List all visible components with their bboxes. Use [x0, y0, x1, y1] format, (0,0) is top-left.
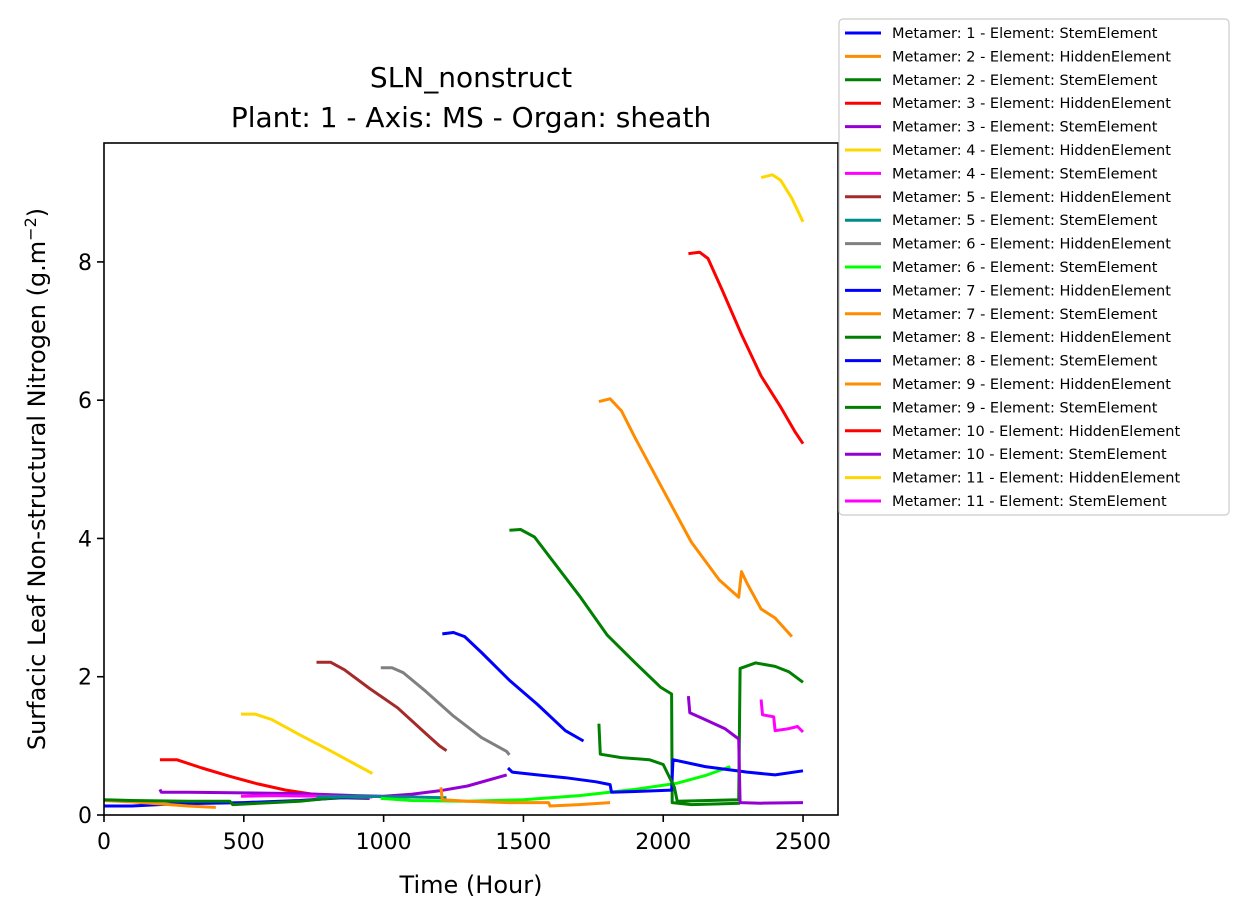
legend-label: Metamer: 3 - Element: HiddenElement: [892, 96, 1171, 112]
x-tick-label: 1500: [495, 830, 551, 855]
series-line-16: [598, 397, 794, 638]
legend-box: [838, 18, 1230, 516]
series-line-13: [439, 787, 611, 808]
series-line-9: [316, 794, 447, 800]
legend-label: Metamer: 9 - Element: StemElement: [892, 400, 1158, 416]
series-line-17: [597, 661, 804, 803]
legend-label: Metamer: 1 - Element: StemElement: [892, 26, 1158, 42]
plot-frame: [103, 142, 839, 816]
y-tick-label: 0: [78, 804, 92, 829]
y-tick-label: 2: [78, 666, 92, 691]
legend-label: Metamer: 10 - Element: StemElement: [892, 447, 1167, 463]
legend-label: Metamer: 11 - Element: StemElement: [892, 494, 1167, 510]
legend: Metamer: 1 - Element: StemElement Metamer…: [838, 18, 1230, 516]
legend-label: Metamer: 4 - Element: HiddenElement: [892, 143, 1171, 159]
legend-label: Metamer: 7 - Element: StemElement: [892, 307, 1158, 323]
legend-label: Metamer: 8 - Element: HiddenElement: [892, 330, 1171, 346]
legend-label: Metamer: 9 - Element: HiddenElement: [892, 377, 1171, 393]
x-tick-label: 0: [97, 830, 111, 855]
series-line-12: [442, 631, 585, 743]
legend-label: Metamer: 5 - Element: HiddenElement: [892, 190, 1171, 206]
legend-label: Metamer: 8 - Element: StemElement: [892, 354, 1158, 370]
series-line-20: [760, 173, 805, 223]
x-axis-ticks: 0 500 1000 1500 2000 2500: [97, 815, 831, 855]
x-tick-label: 2500: [775, 830, 831, 855]
legend-label: Metamer: 2 - Element: HiddenElement: [892, 49, 1171, 65]
y-tick-label: 8: [78, 251, 92, 276]
legend-label: Metamer: 6 - Element: StemElement: [892, 260, 1158, 276]
legend-label: Metamer: 10 - Element: HiddenElement: [892, 424, 1180, 440]
legend-label: Metamer: 5 - Element: StemElement: [892, 213, 1158, 229]
y-axis-ticks: 0 2 4 6 8: [78, 251, 104, 829]
y-axis-label-suffix: ): [23, 208, 51, 217]
series-line-3: [103, 795, 370, 807]
chart-subtitle: Plant: 1 - Axis: MS - Organ: sheath: [231, 101, 711, 134]
x-tick-label: 1000: [356, 830, 412, 855]
series-layer: [103, 173, 805, 809]
legend-label: Metamer: 3 - Element: StemElement: [892, 120, 1158, 136]
chart-title: SLN_nonstruct: [370, 61, 572, 94]
x-tick-label: 2000: [635, 830, 691, 855]
x-axis-label: Time (Hour): [399, 871, 543, 899]
legend-label: Metamer: 6 - Element: HiddenElement: [892, 237, 1171, 253]
y-tick-label: 4: [78, 527, 92, 552]
x-tick-label: 500: [223, 830, 265, 855]
series-line-10: [380, 666, 511, 756]
legend-label: Metamer: 11 - Element: HiddenElement: [892, 471, 1180, 487]
series-line-19: [686, 695, 804, 805]
series-line-18: [688, 250, 805, 445]
y-tick-label: 6: [78, 389, 92, 414]
series-line-14: [509, 528, 741, 807]
y-axis-label: Surfacic Leaf Non-structural Nitrogen (g…: [21, 208, 51, 750]
legend-label: Metamer: 7 - Element: HiddenElement: [892, 283, 1171, 299]
legend-label: Metamer: 2 - Element: StemElement: [892, 73, 1158, 89]
y-axis-label-main: Surfacic Leaf Non-structural Nitrogen (g…: [23, 241, 51, 750]
legend-label: Metamer: 4 - Element: StemElement: [892, 166, 1158, 182]
y-axis-label-superscript: −2: [21, 217, 40, 241]
series-line-8: [316, 660, 448, 752]
series-line-6: [241, 712, 374, 775]
series-line-11: [380, 765, 731, 803]
series-line-21: [759, 699, 805, 734]
